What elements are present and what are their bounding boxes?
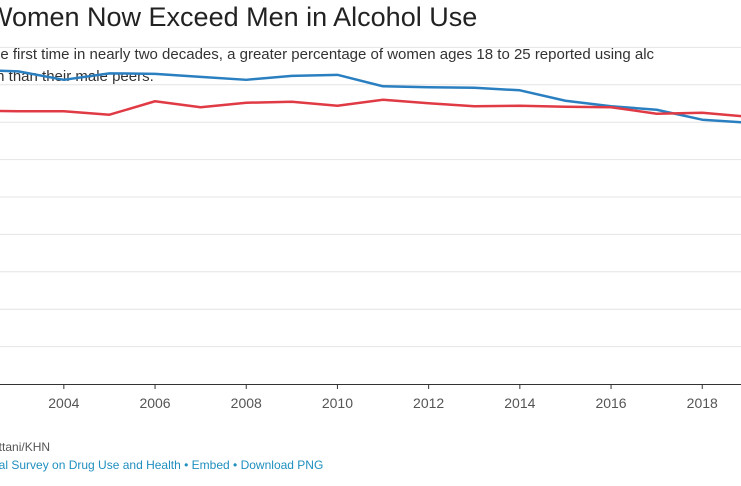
x-tick-label: 2010 bbox=[322, 395, 353, 411]
series-lines bbox=[0, 69, 741, 124]
embed-link[interactable]: Embed bbox=[191, 458, 230, 472]
separator-1: • bbox=[184, 458, 189, 472]
credit-line: attani/KHN bbox=[0, 440, 51, 454]
x-axis-ticks: 2004 2006 2008 2010 2012 2014 2016 2018 bbox=[48, 384, 718, 411]
x-tick-label: 2016 bbox=[595, 395, 626, 411]
subtitle-line-1: he first time in nearly two decades, a g… bbox=[0, 46, 655, 63]
x-tick-label: 2004 bbox=[48, 395, 79, 411]
x-tick-label: 2006 bbox=[139, 395, 170, 411]
grid-lines bbox=[0, 46, 741, 348]
series-line-men bbox=[0, 69, 741, 124]
x-tick-label: 2008 bbox=[231, 395, 262, 411]
source-link[interactable]: nal Survey on Drug Use and Health bbox=[0, 458, 181, 472]
download-png-link[interactable]: Download PNG bbox=[240, 458, 324, 472]
source-line: nal Survey on Drug Use and Health • Embe… bbox=[0, 458, 323, 472]
x-tick-label: 2014 bbox=[504, 395, 535, 411]
x-tick-label: 2012 bbox=[413, 395, 444, 411]
separator-2: • bbox=[233, 458, 238, 472]
series-line-women bbox=[0, 98, 741, 118]
chart-title: Women Now Exceed Men in Alcohol Use bbox=[0, 2, 478, 32]
x-tick-label: 2018 bbox=[687, 395, 718, 411]
